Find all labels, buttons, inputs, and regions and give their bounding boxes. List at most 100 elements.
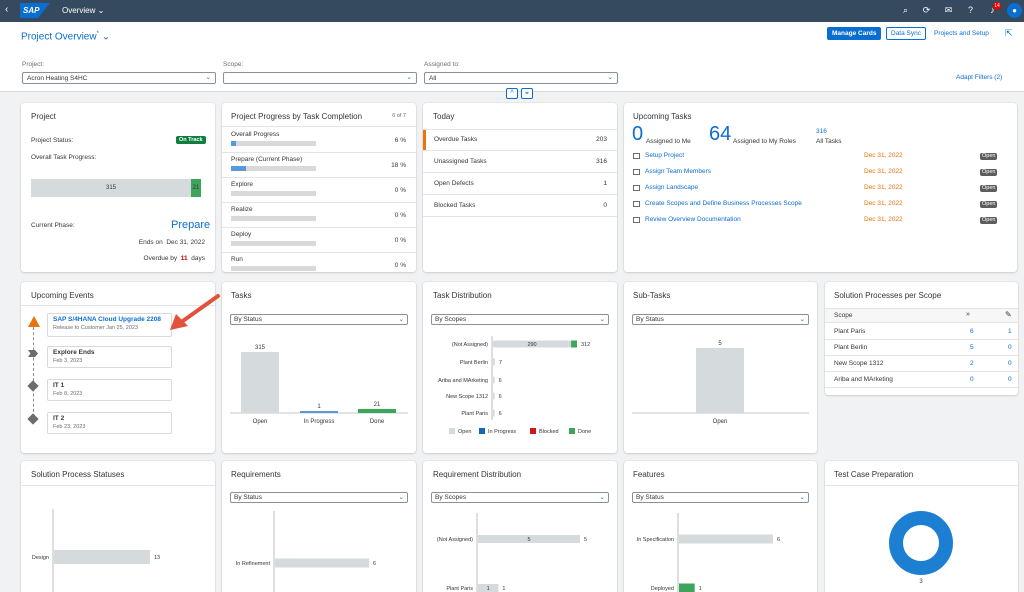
task-name[interactable]: Assign Landscape bbox=[645, 184, 699, 191]
projects-setup-link[interactable]: Projects and Setup bbox=[934, 30, 989, 37]
requirements-card[interactable]: Requirements By Status ⌄ In Refinement 6 bbox=[222, 461, 416, 592]
features-filter-select[interactable]: By Status ⌄ bbox=[632, 492, 809, 503]
task-item[interactable]: Assign Team Members Dec 31, 2022 Open bbox=[624, 165, 1017, 181]
sap-logo[interactable]: SAP bbox=[20, 3, 50, 18]
scope-count-b[interactable]: 1 bbox=[1008, 328, 1012, 335]
category-label: In Progress bbox=[304, 419, 335, 425]
scope-count-a[interactable]: 0 bbox=[970, 376, 974, 383]
upcoming-events-card[interactable]: Upcoming Events SAP S/4HANA Cloud Upgrad… bbox=[21, 282, 215, 453]
event-item[interactable]: IT 2 Feb 23, 2023 bbox=[47, 412, 172, 434]
tasks-filter-select[interactable]: By Status ⌄ bbox=[230, 314, 408, 325]
progress-row[interactable]: Prepare (Current Phase) 18 % bbox=[222, 153, 416, 178]
project-select[interactable]: Acron Heating S4HC ⌄ bbox=[22, 72, 216, 84]
solution-statuses-card[interactable]: Solution Process Statuses Design 13 bbox=[21, 461, 215, 592]
table-row[interactable]: New Scope 1312 2 0 bbox=[825, 356, 1018, 372]
progress-label: Overall Progress bbox=[231, 131, 280, 138]
progress-bar bbox=[231, 141, 316, 146]
table-row[interactable]: Ariba and MArketing 0 0 bbox=[825, 372, 1018, 388]
filter-value: By Status bbox=[234, 316, 262, 323]
task-name[interactable]: Assign Team Members bbox=[645, 168, 711, 175]
distribution-filter-select[interactable]: By Scopes ⌄ bbox=[431, 314, 609, 325]
scope-select[interactable]: ⌄ bbox=[223, 72, 417, 84]
scope-count-b[interactable]: 0 bbox=[1008, 376, 1012, 383]
kpi-assigned-me-value[interactable]: 0 bbox=[632, 123, 644, 145]
help-icon[interactable]: ? bbox=[967, 5, 973, 15]
progress-row[interactable]: Overall Progress 6 % bbox=[222, 128, 416, 153]
page-title-variant[interactable]: Project Overview* ⌄ bbox=[21, 31, 110, 42]
data-label: 5 bbox=[718, 341, 722, 347]
event-item[interactable]: Explore Ends Feb 3, 2023 bbox=[47, 346, 172, 368]
task-item[interactable]: Setup Project Dec 31, 2022 Open bbox=[624, 149, 1017, 165]
today-card[interactable]: Today Overdue Tasks 203 Unassigned Tasks 31… bbox=[423, 103, 617, 272]
manage-cards-button[interactable]: Manage Cards bbox=[827, 27, 882, 40]
task-status-badge: Open bbox=[980, 153, 998, 160]
stacked-bar-segment bbox=[493, 376, 495, 384]
task-name[interactable]: Setup Project bbox=[645, 152, 685, 159]
progress-row[interactable]: Run 0 % bbox=[222, 253, 416, 272]
today-row[interactable]: Unassigned Tasks 316 bbox=[423, 151, 617, 173]
category-label: Deployed bbox=[651, 586, 674, 592]
event-name[interactable]: SAP S/4HANA Cloud Upgrade 2208 bbox=[53, 316, 161, 323]
task-name[interactable]: Review Overview Documentation bbox=[645, 216, 741, 223]
scope-count-a[interactable]: 5 bbox=[970, 344, 974, 351]
category-label: In Refinement bbox=[236, 561, 271, 567]
pin-header-button[interactable]: ⌖ bbox=[521, 88, 533, 99]
kpi-assigned-roles-label: Assigned to My Roles bbox=[733, 138, 796, 145]
back-icon[interactable]: ‹ bbox=[5, 4, 9, 15]
feedback-icon[interactable]: ✉ bbox=[944, 5, 953, 15]
task-item[interactable]: Create Scopes and Define Business Proces… bbox=[624, 197, 1017, 213]
scope-count-b[interactable]: 0 bbox=[1008, 360, 1012, 367]
requirement-distribution-card[interactable]: Requirement Distribution By Scopes ⌄ (Not… bbox=[423, 461, 617, 592]
overall-progress-bar: 315 bbox=[31, 179, 191, 197]
search-icon[interactable]: ⌕ bbox=[902, 5, 909, 15]
scope-count-a[interactable]: 2 bbox=[970, 360, 974, 367]
requirements-filter-select[interactable]: By Status ⌄ bbox=[230, 492, 408, 503]
share-icon[interactable]: ⇱ bbox=[1005, 28, 1013, 38]
page-title: Project Overview bbox=[21, 31, 97, 43]
assigned-select[interactable]: All ⌄ bbox=[424, 72, 618, 84]
column-header-scope: Scope bbox=[834, 312, 853, 319]
project-progress-card[interactable]: Project Progress by Task Completion 6 of… bbox=[222, 103, 416, 272]
kpi-all-tasks-label: All Tasks bbox=[816, 138, 842, 145]
progress-row[interactable]: Realize 0 % bbox=[222, 203, 416, 228]
today-row[interactable]: Open Defects 1 bbox=[423, 173, 617, 195]
notifications-icon[interactable]: ♪ bbox=[990, 5, 995, 15]
task-distribution-card[interactable]: Task Distribution By Scopes ⌄ (Not Assign… bbox=[423, 282, 617, 453]
task-item[interactable]: Review Overview Documentation Dec 31, 202… bbox=[624, 213, 1017, 229]
progress-label: Prepare (Current Phase) bbox=[231, 156, 303, 163]
test-case-card[interactable]: Test Case Preparation 3 bbox=[825, 461, 1018, 592]
today-row[interactable]: Overdue Tasks 203 bbox=[423, 129, 617, 151]
category-label: Ariba and MArketing bbox=[438, 378, 488, 384]
event-item[interactable]: SAP S/4HANA Cloud Upgrade 2208 Release t… bbox=[47, 313, 172, 337]
features-card[interactable]: Features By Status ⌄ In Specification 6 Dep… bbox=[624, 461, 817, 592]
kpi-assigned-roles-value[interactable]: 64 bbox=[709, 123, 732, 145]
subtasks-filter-select[interactable]: By Status ⌄ bbox=[632, 314, 809, 325]
project-card[interactable]: Project Project Status: On Track Overall… bbox=[21, 103, 215, 272]
req-dist-filter-select[interactable]: By Scopes ⌄ bbox=[431, 492, 609, 503]
task-icon bbox=[633, 217, 640, 223]
bar-label: 5 bbox=[527, 537, 530, 543]
kpi-all-tasks-value[interactable]: 316 bbox=[816, 128, 827, 135]
progress-row[interactable]: Deploy 0 % bbox=[222, 228, 416, 253]
tasks-card[interactable]: Tasks By Status ⌄ 315 Open 1 In Progress 21 Do… bbox=[222, 282, 416, 453]
upcoming-tasks-card[interactable]: Upcoming Tasks 0 Assigned to Me 64 Assig… bbox=[624, 103, 1017, 272]
project-filter-label: Project: bbox=[22, 61, 45, 68]
data-sync-button[interactable]: Data Sync bbox=[886, 27, 926, 40]
task-name[interactable]: Create Scopes and Define Business Proces… bbox=[645, 200, 802, 207]
today-row[interactable]: Blocked Tasks 0 bbox=[423, 195, 617, 217]
app-title-menu[interactable]: Overview ⌄ bbox=[62, 6, 104, 15]
sync-icon[interactable]: ⟳ bbox=[922, 5, 931, 15]
user-avatar[interactable]: ● bbox=[1007, 3, 1022, 18]
solution-processes-card[interactable]: Solution Processes per Scope Scope » ✎ P… bbox=[825, 282, 1018, 395]
table-row[interactable]: Plant Paris 6 1 bbox=[825, 324, 1018, 340]
scope-count-b[interactable]: 0 bbox=[1008, 344, 1012, 351]
table-row[interactable]: Plant Berlin 5 0 bbox=[825, 340, 1018, 356]
current-phase[interactable]: Prepare bbox=[171, 219, 211, 231]
subtasks-card[interactable]: Sub-Tasks By Status ⌄ 5 Open bbox=[624, 282, 817, 453]
collapse-header-button[interactable]: ^ bbox=[506, 88, 518, 99]
event-item[interactable]: IT 1 Feb 8, 2023 bbox=[47, 379, 172, 401]
scope-count-a[interactable]: 6 bbox=[970, 328, 974, 335]
task-item[interactable]: Assign Landscape Dec 31, 2022 Open bbox=[624, 181, 1017, 197]
progress-row[interactable]: Explore 0 % bbox=[222, 178, 416, 203]
adapt-filters-link[interactable]: Adapt Filters (2) bbox=[956, 74, 1003, 81]
